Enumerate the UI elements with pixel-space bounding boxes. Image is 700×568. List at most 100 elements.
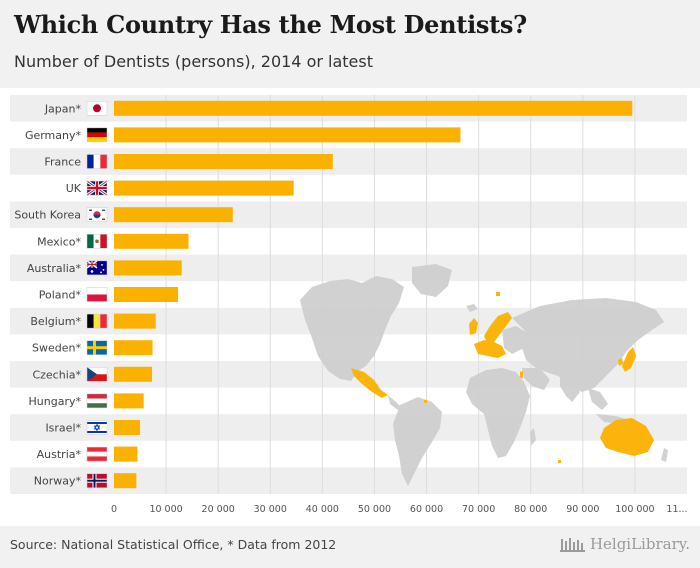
bar — [114, 393, 144, 409]
bar — [114, 127, 461, 143]
tick-label: 80 000 — [514, 504, 547, 515]
bar — [114, 180, 294, 196]
world-map — [300, 264, 668, 486]
map-mexico — [351, 368, 388, 398]
bar — [114, 473, 137, 489]
bar — [114, 446, 138, 462]
bars — [114, 100, 633, 489]
tick-label: 60 000 — [410, 504, 443, 515]
tick-label: 50 000 — [358, 504, 391, 515]
helgi-library-logo: HelgiLibrary. — [559, 535, 690, 553]
category-label: Australia* — [27, 262, 82, 275]
brand-name: HelgiLibrary. — [589, 535, 690, 553]
france-flag-icon — [86, 154, 108, 169]
bar — [114, 420, 141, 435]
belgium-flag-icon — [86, 313, 108, 329]
bar — [114, 207, 233, 223]
map-dot-indian — [558, 460, 561, 463]
row-band — [10, 467, 687, 494]
map-europe-highlight — [474, 340, 506, 358]
map-south-america — [393, 397, 442, 486]
category-label: UK — [66, 182, 82, 195]
chart-title: Which Country Has the Most Dentists? — [14, 10, 527, 39]
category-label: Belgium* — [30, 315, 81, 328]
map-india — [560, 376, 580, 402]
map-israel — [520, 371, 523, 378]
norway-flag-icon — [86, 473, 108, 488]
czechia-flag-icon — [86, 367, 108, 382]
tick-label: 11... — [666, 504, 687, 515]
south-korea-flag-icon — [86, 207, 108, 222]
tick-label: 20 000 — [202, 504, 235, 515]
category-label: Japan* — [44, 102, 82, 115]
map-south-korea — [618, 358, 623, 366]
row-band — [10, 201, 687, 228]
israel-flag-icon — [86, 420, 108, 435]
category-label: France — [44, 156, 81, 169]
category-label: Hungary* — [29, 395, 82, 408]
map-iceland — [466, 304, 478, 312]
category-labels: Japan* Germany* France UK South Korea Mexico*… — [14, 102, 81, 487]
map-middle-east — [522, 368, 550, 390]
map-north-america — [300, 276, 404, 381]
map-scandinavia — [484, 312, 512, 344]
category-label: Austria* — [37, 448, 82, 461]
map-japan — [622, 347, 636, 372]
map-greenland — [412, 264, 452, 297]
germany-flag-icon — [86, 127, 108, 143]
uk-flag-icon — [86, 179, 108, 197]
bar — [114, 366, 153, 382]
map-asia — [512, 298, 664, 392]
tick-label: 0 — [111, 504, 117, 515]
bar — [114, 340, 153, 356]
category-label: Germany* — [25, 129, 82, 142]
category-label: Sweden* — [32, 342, 81, 355]
poland-flag-icon — [86, 287, 108, 302]
bar — [114, 287, 179, 302]
tick-label: 10 000 — [149, 504, 182, 515]
category-label: Norway* — [34, 475, 82, 488]
map-madagascar — [530, 428, 536, 446]
japan-flag-icon — [86, 101, 108, 116]
map-africa — [466, 368, 530, 458]
tick-label: 90 000 — [566, 504, 599, 515]
map-dot-atlantic — [424, 400, 427, 403]
x-axis-ticks: 0 10 000 20 000 30 000 40 000 50 000 60 000 70 … — [111, 504, 688, 515]
footer-band: Source: National Statistical Office, * D… — [0, 526, 700, 568]
australia-flag-icon — [86, 260, 108, 276]
row-band — [10, 254, 687, 282]
source-note: Source: National Statistical Office, * D… — [10, 537, 337, 552]
map-central-america — [388, 395, 402, 410]
map-southeast-asia — [588, 388, 608, 410]
bar — [114, 260, 182, 276]
category-label: Czechia* — [32, 368, 81, 381]
map-dot-svalbard — [496, 292, 500, 296]
library-columns-icon — [559, 538, 585, 552]
austria-flag-icon — [86, 446, 108, 462]
bar — [114, 233, 189, 249]
bar — [114, 100, 633, 116]
mexico-flag-icon — [86, 234, 108, 249]
map-new-zealand — [661, 448, 668, 462]
category-label: Mexico* — [37, 235, 81, 248]
chart-subtitle: Number of Dentists (persons), 2014 or la… — [14, 52, 373, 71]
category-label: Israel* — [45, 422, 81, 435]
flags — [86, 101, 108, 488]
tick-label: 30 000 — [254, 504, 287, 515]
row-band — [10, 148, 687, 175]
tick-label: 100 000 — [615, 504, 654, 515]
category-label: South Korea — [14, 209, 81, 222]
header-band: Which Country Has the Most Dentists? Num… — [0, 0, 700, 88]
map-europe — [502, 326, 526, 354]
bar — [114, 313, 156, 329]
category-label: Poland* — [39, 289, 82, 302]
bar — [114, 154, 333, 169]
tick-label: 40 000 — [306, 504, 339, 515]
tick-label: 70 000 — [462, 504, 495, 515]
map-uk — [469, 318, 478, 335]
map-australia — [600, 418, 654, 456]
hungary-flag-icon — [86, 393, 108, 409]
sweden-flag-icon — [86, 340, 108, 355]
row-band — [10, 414, 687, 441]
